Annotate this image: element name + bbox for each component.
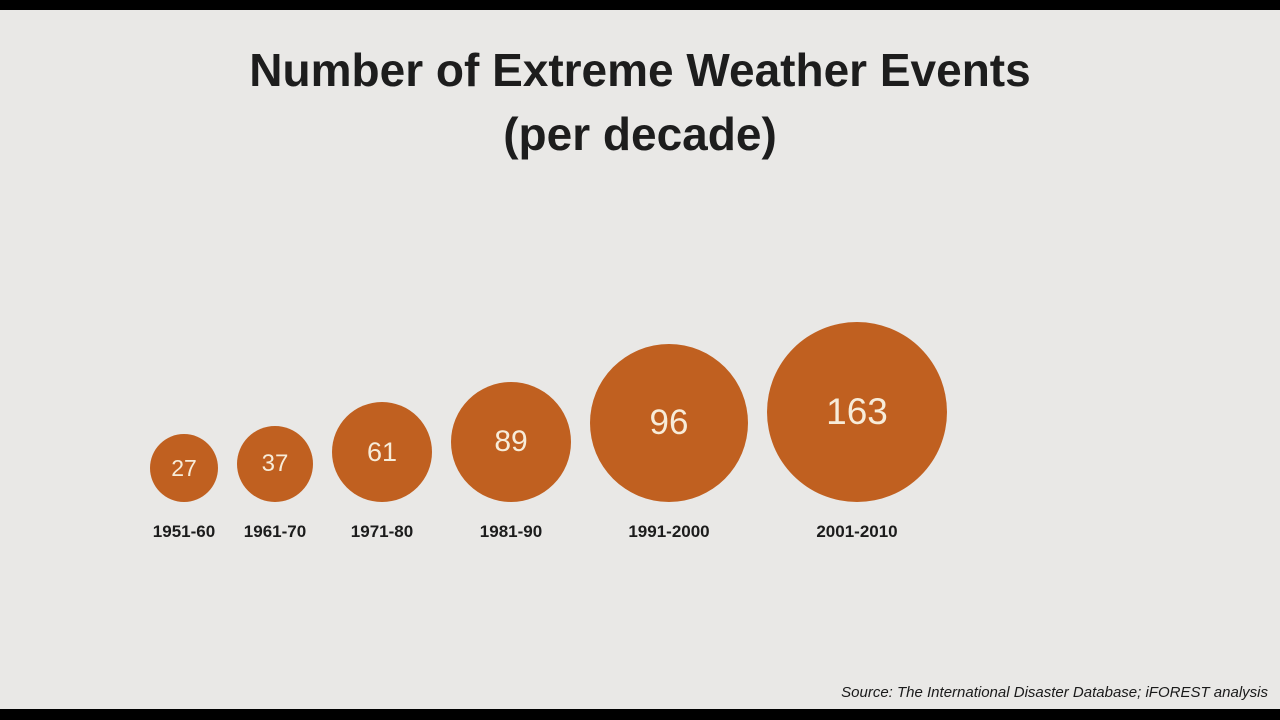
bubble-1961-70: 37 xyxy=(237,426,313,502)
chart-title-line2: (per decade) xyxy=(503,108,777,161)
chart-title: Number of Extreme Weather Events (per de… xyxy=(0,38,1280,167)
bubble-1971-80: 61 xyxy=(332,402,432,502)
bubble-1981-90: 89 xyxy=(451,382,571,502)
chart-title-line1: Number of Extreme Weather Events xyxy=(249,44,1031,96)
bubble-group: 96 1991-2000 xyxy=(590,344,748,542)
bubble-1991-2000: 96 xyxy=(590,344,748,502)
decade-label: 1971-80 xyxy=(350,522,414,541)
bubble-group: 27 1951-60 xyxy=(150,434,218,542)
decade-label: 2001-2010 xyxy=(816,522,898,541)
decade-label: 1991-2000 xyxy=(628,522,710,541)
bubble-1951-60: 27 xyxy=(150,434,218,502)
bubble-group: 61 1971-80 xyxy=(332,402,432,542)
source-note: Source: The International Disaster Datab… xyxy=(841,684,1268,701)
bubble-chart: 27 1951-60 37 1961-70 61 1971-80 89 1981-90 96 19… xyxy=(150,322,947,542)
decade-label: 1951-60 xyxy=(152,522,216,541)
bubble-group: 89 1981-90 xyxy=(451,382,571,542)
bubble-group: 37 1961-70 xyxy=(237,426,313,542)
letterbox-bottom xyxy=(0,709,1280,720)
bubble-2001-2010: 163 xyxy=(767,322,947,502)
decade-label: 1981-90 xyxy=(479,522,543,541)
letterbox-top xyxy=(0,0,1280,10)
bubble-group: 163 2001-2010 xyxy=(767,322,947,542)
decade-label: 1961-70 xyxy=(243,522,307,541)
